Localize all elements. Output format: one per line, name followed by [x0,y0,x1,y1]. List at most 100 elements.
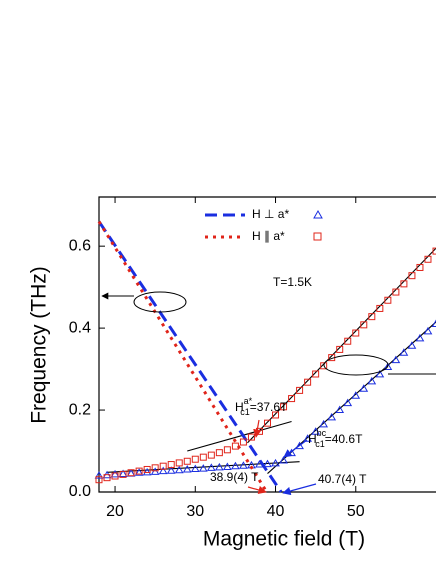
square-marker [127,469,135,477]
triangle-marker [431,319,436,328]
triangle-marker [359,384,369,392]
triangle-marker [206,463,216,471]
square-marker [143,465,151,473]
triangle-marker [174,465,184,474]
x-tick-label: 50 [347,503,365,520]
triangle-marker [335,405,345,414]
y-tick-label: 0.2 [69,401,91,418]
triangle-marker [303,434,312,442]
square-marker [400,280,408,288]
square-marker [392,288,400,296]
axis-frame [98,196,436,493]
square-marker [296,386,304,394]
ellipse [323,354,389,376]
fit-line [187,420,292,452]
ann-main: H [308,432,317,446]
ann-sup: bc [317,428,327,438]
square-marker [384,296,392,304]
triangle-marker [182,464,192,473]
hc1-a-label: Ha* c1=37.6T [235,396,288,417]
y-tick-label: 0.0 [69,483,91,500]
triangle-marker [295,441,304,450]
square-marker [368,313,376,321]
theory-line [97,220,268,493]
y-axis-title: Frequency (THz) [28,266,51,424]
square-marker [207,451,215,459]
arrow [283,439,308,458]
triangle-marker [223,462,232,471]
triangle-marker [319,419,329,428]
triangle-marker [198,464,208,472]
square-marker [111,472,119,480]
triangle-marker [423,326,433,335]
square-marker [103,474,111,482]
square-marker [199,453,207,461]
triangle-marker [415,333,425,342]
triangle-marker [158,466,168,475]
square-marker [183,457,191,465]
blue-zero-label: 40.7(4) T [318,472,367,486]
square-marker [95,476,103,484]
square-marker [360,321,368,329]
square-marker [191,455,199,463]
triangle-marker [110,469,120,478]
triangle-marker [311,427,321,435]
square-marker [408,272,416,280]
square-marker [119,470,127,478]
triangle-marker [351,391,361,399]
square-marker [159,462,167,470]
triangle-marker [263,459,272,468]
x-tick-label: 20 [106,503,124,520]
arrow [247,485,267,495]
triangle-marker [94,471,104,479]
triangle-marker [231,461,240,470]
triangle-marker [166,466,176,474]
triangle-marker [190,464,200,473]
y-tick-label: 0.4 [69,319,91,336]
square-marker [304,378,312,386]
ann-rest: =40.6T [325,432,363,446]
square-marker [336,345,344,353]
triangle-marker [279,455,288,464]
triangle-marker [343,398,353,407]
square-marker [167,461,175,469]
legend-label: H ∥ a* [252,229,285,243]
legend-marker [313,232,322,241]
triangle-marker [214,462,224,471]
triangle-marker [134,468,144,476]
red-zero-label: 38.9(4) T [210,470,259,484]
square-marker [352,329,360,337]
square-marker [424,255,432,263]
triangle-marker [383,362,393,371]
square-marker [215,449,223,457]
legend-marker [313,209,323,219]
hc1-bc-label: Hbc c1=40.6T [308,428,363,449]
arrow [253,419,262,438]
square-marker [320,362,328,370]
triangle-marker [142,467,152,476]
square-marker [231,442,239,450]
square-marker [151,464,159,472]
square-marker [264,419,271,427]
theory-line [97,220,283,493]
triangle-marker [118,469,128,477]
fit-line [106,461,300,473]
square-marker [376,304,384,312]
triangle-marker [407,341,417,349]
square-marker [272,411,280,419]
square-marker [344,337,352,345]
temperature-label: T=1.5K [273,275,312,289]
ann-rest: =37.6T [250,400,288,414]
triangle-marker [375,369,385,378]
x-axis-title: Magnetic field (T) [203,528,365,551]
square-marker [239,438,247,446]
ann-main: H [235,400,244,414]
triangle-marker [391,355,401,364]
ann-sub: c1 [240,407,250,417]
y-tick-label: 0.6 [69,237,91,254]
ellipse [133,291,187,313]
square-marker [416,263,424,271]
square-marker [432,247,436,255]
triangle-marker [150,467,160,475]
square-marker [223,446,231,454]
